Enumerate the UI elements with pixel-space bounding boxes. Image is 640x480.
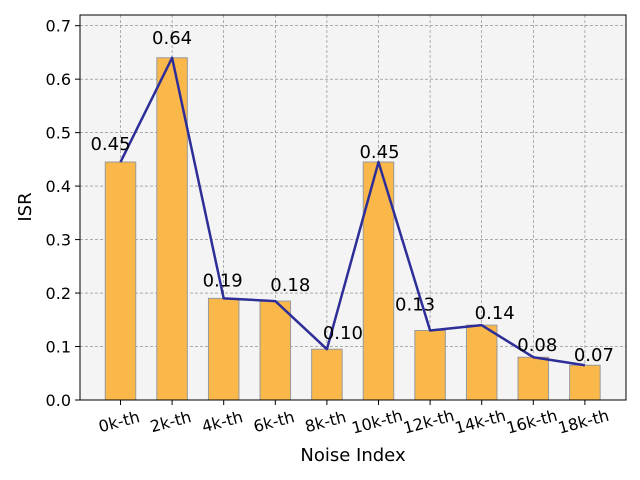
y-tick-label: 0.5: [46, 124, 71, 143]
data-label: 0.18: [270, 275, 310, 296]
y-axis-label: ISR: [15, 192, 36, 221]
bar-14k-th: [465, 324, 498, 401]
x-tick-label: 6k-th: [251, 407, 296, 436]
bar-4k-th: [207, 297, 240, 401]
x-tick-label: 18k-th: [556, 406, 611, 438]
x-tick-label: 2k-th: [148, 407, 193, 436]
data-label: 0.08: [517, 335, 557, 356]
y-tick-label: 0.6: [46, 70, 71, 89]
y-tick-label: 0.4: [46, 177, 71, 196]
y-tick-label: 0.0: [46, 391, 71, 410]
data-label: 0.45: [359, 142, 399, 163]
bar-18k-th: [569, 364, 601, 401]
bars: [104, 57, 601, 401]
x-axis-ticks: 0k-th 2k-th 4k-th 6k-th 8k-th 10k-th12k-th14k…: [97, 400, 611, 438]
x-tick-label: 4k-th: [200, 407, 245, 436]
data-label: 0.64: [152, 28, 192, 49]
data-label: 0.45: [90, 134, 130, 155]
trend-line: [119, 56, 586, 367]
x-tick-label: 10k-th: [350, 406, 405, 438]
bar-12k-th: [414, 329, 446, 401]
trend-line-group: [119, 56, 586, 367]
data-label: 0.10: [323, 323, 363, 344]
data-label: 0.13: [395, 294, 435, 315]
y-tick-label: 0.3: [46, 231, 71, 250]
x-tick-label: 0k-th: [97, 407, 142, 436]
data-labels: 0.45 0.64 0.19 0.18 0.10 0.45 0.13 0.140.08 0.07: [90, 28, 613, 366]
x-axis-label: Noise Index: [300, 445, 406, 466]
y-tick-label: 0.7: [46, 17, 71, 36]
y-axis-ticks: 0.0 0.1 0.2 0.3 0.4 0.5 0.6 0.7: [46, 17, 80, 410]
x-tick-label: 8k-th: [303, 407, 348, 436]
data-label: 0.07: [574, 345, 614, 366]
bar-6k-th: [259, 300, 292, 401]
bar-0k-th: [104, 161, 137, 401]
data-label: 0.19: [203, 270, 243, 291]
x-tick-label: 12k-th: [401, 406, 456, 438]
y-tick-label: 0.2: [46, 284, 71, 303]
y-tick-label: 0.1: [46, 338, 71, 357]
bar-16k-th: [517, 356, 550, 401]
data-label: 0.14: [475, 303, 515, 324]
bar-8k-th: [311, 348, 343, 401]
plot-frame: [79, 14, 627, 401]
x-tick-label: 14k-th: [453, 406, 508, 438]
x-tick-label: 16k-th: [504, 406, 559, 438]
